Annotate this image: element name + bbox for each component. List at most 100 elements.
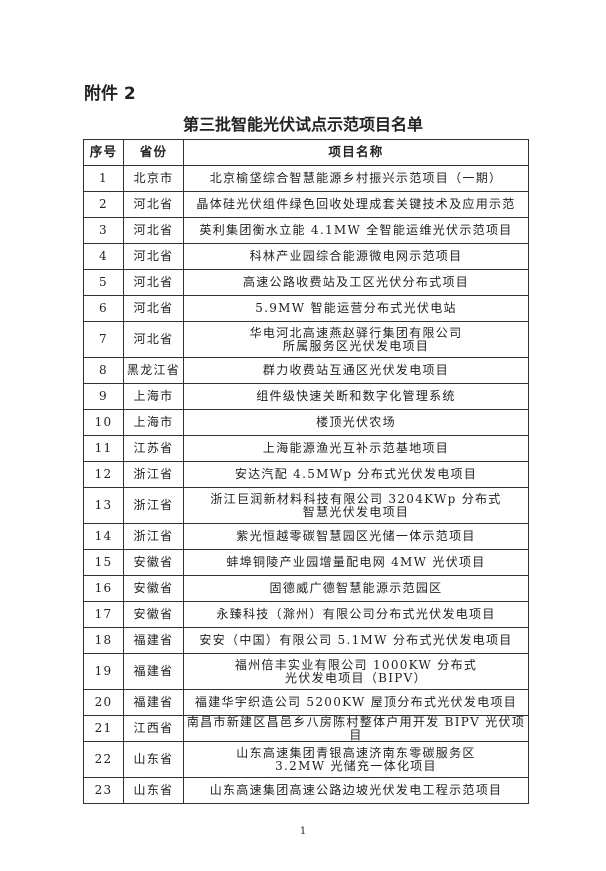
row-project-name: 南昌市新建区昌邑乡八房陈村整体户用开发 BIPV 光伏项目 [183,715,529,742]
row-province: 山东省 [123,777,184,804]
table-row: 8 黑龙江省 群力收费站互通区光伏发电项目 [83,357,529,384]
table-row: 23 山东省 山东高速集团高速公路边坡光伏发电工程示范项目 [83,777,529,804]
row-number: 3 [83,217,124,244]
row-province: 河北省 [123,295,184,322]
row-project-name: 蚌埠铜陵产业园增量配电网 4MW 光伏项目 [183,549,529,576]
row-project-name: 北京榆垡综合智慧能源乡村振兴示范项目（一期） [183,165,529,192]
row-project-name: 晶体硅光伏组件绿色回收处理成套关键技术及应用示范 [183,191,529,218]
row-project-name: 山东高速集团青银高速济南东零碳服务区 3.2MW 光储充一体化项目 [183,741,529,778]
row-project-name: 群力收费站互通区光伏发电项目 [183,357,529,384]
row-province: 福建省 [123,627,184,654]
row-province: 安徽省 [123,549,184,576]
row-number: 20 [83,689,124,716]
row-number: 13 [83,487,124,524]
row-province: 安徽省 [123,575,184,602]
row-project-name: 固德威广德智慧能源示范园区 [183,575,529,602]
row-province: 浙江省 [123,523,184,550]
row-number: 16 [83,575,124,602]
row-province: 河北省 [123,243,184,270]
table-row: 18 福建省 安安（中国）有限公司 5.1MW 分布式光伏发电项目 [83,627,529,654]
row-province: 河北省 [123,321,184,358]
table-row: 4 河北省 科林产业园综合能源微电网示范项目 [83,243,529,270]
document-title: 第三批智能光伏试点示范项目名单 [182,115,423,134]
table-row: 2 河北省 晶体硅光伏组件绿色回收处理成套关键技术及应用示范 [83,191,529,218]
row-number: 7 [83,321,124,358]
table-row: 17 安徽省 永臻科技（滁州）有限公司分布式光伏发电项目 [83,601,529,628]
row-number: 4 [83,243,124,270]
row-project-name: 楼顶光伏农场 [183,409,529,436]
row-project-name: 5.9MW 智能运营分布式光伏电站 [183,295,529,322]
row-project-name: 高速公路收费站及工区光伏分布式项目 [183,269,529,296]
row-province: 浙江省 [123,461,184,488]
row-province: 河北省 [123,191,184,218]
table-row: 10 上海市 楼顶光伏农场 [83,409,529,436]
table-row: 22 山东省 山东高速集团青银高速济南东零碳服务区 3.2MW 光储充一体化项目 [83,741,529,778]
attachment-label: 附件 2 [84,84,136,104]
row-province: 黑龙江省 [123,357,184,384]
row-province: 江苏省 [123,435,184,462]
row-project-name: 安达汽配 4.5MWp 分布式光伏发电项目 [183,461,529,488]
header-province: 省份 [123,139,184,166]
row-project-name: 紫光恒越零碳智慧园区光储一体示范项目 [183,523,529,550]
row-province: 河北省 [123,217,184,244]
row-province: 江西省 [123,715,184,742]
header-number: 序号 [83,139,124,166]
row-number: 23 [83,777,124,804]
table-row: 19 福建省 福州倍丰实业有限公司 1000KW 分布式 光伏发电项目（BIPV） [83,653,529,690]
table-row: 6 河北省 5.9MW 智能运营分布式光伏电站 [83,295,529,322]
row-number: 17 [83,601,124,628]
row-province: 福建省 [123,689,184,716]
row-project-name: 上海能源渔光互补示范基地项目 [183,435,529,462]
table-row: 1 北京市 北京榆垡综合智慧能源乡村振兴示范项目（一期） [83,165,529,192]
page-number: 1 [299,826,307,837]
row-number: 10 [83,409,124,436]
row-project-name: 组件级快速关断和数字化管理系统 [183,383,529,410]
table-row: 9 上海市 组件级快速关断和数字化管理系统 [83,383,529,410]
row-number: 22 [83,741,124,778]
table-row: 12 浙江省 安达汽配 4.5MWp 分布式光伏发电项目 [83,461,529,488]
row-project-name: 浙江巨润新材料科技有限公司 3204KWp 分布式 智慧光伏发电项目 [183,487,529,524]
row-number: 19 [83,653,124,690]
row-number: 21 [83,715,124,742]
row-number: 14 [83,523,124,550]
row-number: 12 [83,461,124,488]
table-body: 1 北京市 北京榆垡综合智慧能源乡村振兴示范项目（一期） 2 河北省 晶体硅光伏组件绿色回… [83,165,529,804]
row-province: 福建省 [123,653,184,690]
row-number: 1 [83,165,124,192]
table-header-row: 序号 省份 项目名称 [83,139,529,166]
table-row: 7 河北省 华电河北高速燕赵驿行集团有限公司 所属服务区光伏发电项目 [83,321,529,358]
row-project-name: 安安（中国）有限公司 5.1MW 分布式光伏发电项目 [183,627,529,654]
row-project-name: 山东高速集团高速公路边坡光伏发电工程示范项目 [183,777,529,804]
row-project-name: 永臻科技（滁州）有限公司分布式光伏发电项目 [183,601,529,628]
table-row: 13 浙江省 浙江巨润新材料科技有限公司 3204KWp 分布式 智慧光伏发电项目 [83,487,529,524]
row-province: 山东省 [123,741,184,778]
row-project-name: 科林产业园综合能源微电网示范项目 [183,243,529,270]
project-table: 序号 省份 项目名称 1 北京市 北京榆垡综合智慧能源乡村振兴示范项目（一期） 2 河北… [83,139,529,804]
row-province: 上海市 [123,383,184,410]
table-row: 20 福建省 福建华宇织造公司 5200KW 屋顶分布式光伏发电项目 [83,689,529,716]
row-number: 2 [83,191,124,218]
row-number: 15 [83,549,124,576]
table-row: 16 安徽省 固德威广德智慧能源示范园区 [83,575,529,602]
row-province: 安徽省 [123,601,184,628]
table-row: 14 浙江省 紫光恒越零碳智慧园区光储一体示范项目 [83,523,529,550]
row-number: 9 [83,383,124,410]
row-province: 浙江省 [123,487,184,524]
table-row: 15 安徽省 蚌埠铜陵产业园增量配电网 4MW 光伏项目 [83,549,529,576]
table-row: 5 河北省 高速公路收费站及工区光伏分布式项目 [83,269,529,296]
row-number: 11 [83,435,124,462]
row-number: 5 [83,269,124,296]
row-number: 8 [83,357,124,384]
row-number: 18 [83,627,124,654]
header-project-name: 项目名称 [183,139,529,166]
row-project-name: 福建华宇织造公司 5200KW 屋顶分布式光伏发电项目 [183,689,529,716]
row-province: 河北省 [123,269,184,296]
table-row: 3 河北省 英利集团衡水立能 4.1MW 全智能运维光伏示范项目 [83,217,529,244]
row-number: 6 [83,295,124,322]
row-project-name: 英利集团衡水立能 4.1MW 全智能运维光伏示范项目 [183,217,529,244]
table-row: 21 江西省 南昌市新建区昌邑乡八房陈村整体户用开发 BIPV 光伏项目 [83,715,529,742]
row-project-name: 华电河北高速燕赵驿行集团有限公司 所属服务区光伏发电项目 [183,321,529,358]
row-province: 北京市 [123,165,184,192]
row-project-name: 福州倍丰实业有限公司 1000KW 分布式 光伏发电项目（BIPV） [183,653,529,690]
row-province: 上海市 [123,409,184,436]
